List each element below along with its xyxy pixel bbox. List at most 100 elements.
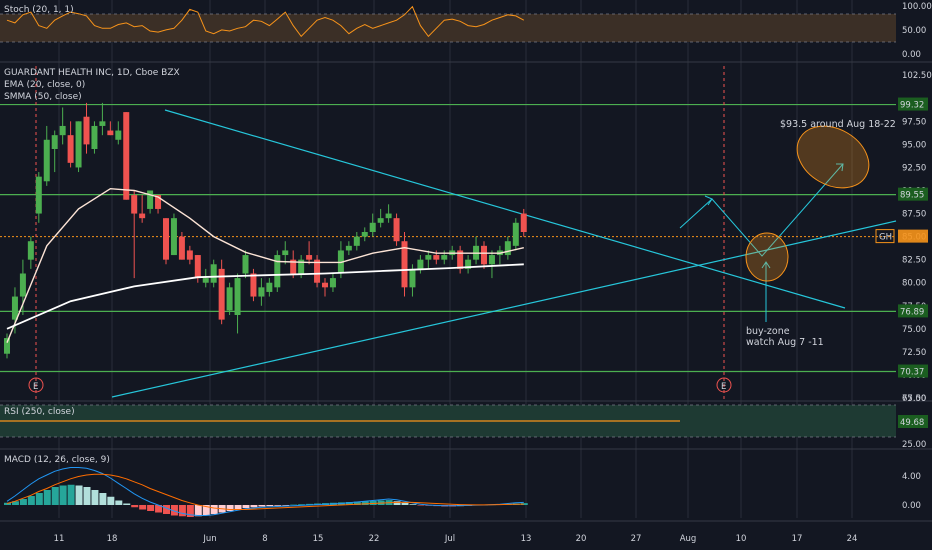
candle-body xyxy=(107,130,114,136)
candle-body xyxy=(345,245,352,251)
macd-bar xyxy=(27,496,35,505)
macd-bar xyxy=(186,505,194,517)
projection-path xyxy=(679,163,844,257)
x-tick-label: 18 xyxy=(107,534,118,544)
candle-body xyxy=(258,287,265,297)
macd-bar xyxy=(258,505,266,507)
macd-bar xyxy=(353,501,361,505)
candle-body xyxy=(441,255,448,260)
symbol-badge xyxy=(875,229,895,244)
candle-body xyxy=(298,259,305,274)
price-tick: 95.00 xyxy=(902,140,926,150)
candle-body xyxy=(465,259,472,269)
x-tick-label: 27 xyxy=(631,534,642,544)
macd-bar xyxy=(369,500,377,505)
macd-bar xyxy=(226,505,234,511)
candle-body xyxy=(274,255,281,288)
candle-body xyxy=(91,125,98,149)
macd-bar xyxy=(170,505,178,516)
candle-body xyxy=(139,213,146,219)
macd-bar xyxy=(409,504,417,505)
x-tick-label: 20 xyxy=(576,534,587,544)
macd-tick-high: 4.00 xyxy=(902,472,921,482)
rsi-value-label: 49.68 xyxy=(900,418,924,428)
level-label: 76.89 xyxy=(900,307,924,317)
macd-bar xyxy=(298,504,306,505)
candle-body xyxy=(425,255,432,260)
candle-body xyxy=(282,250,289,256)
macd-bar xyxy=(306,503,314,505)
candle-body xyxy=(27,241,34,260)
macd-bar xyxy=(107,496,115,505)
macd-bar xyxy=(11,501,19,505)
level-badge xyxy=(898,304,928,318)
candle-body xyxy=(19,273,26,297)
earnings-marker-1-label: E xyxy=(33,382,38,392)
x-tick-label: 15 xyxy=(313,534,324,544)
macd-bar xyxy=(194,505,202,517)
macd-bar xyxy=(266,505,274,507)
current-price-badge xyxy=(898,229,928,243)
stoch-tick: 100.00 xyxy=(902,2,932,12)
macd-bar xyxy=(250,505,258,508)
x-tick-label: 11 xyxy=(54,534,65,544)
macd-bar xyxy=(393,501,401,505)
candle-body xyxy=(226,287,233,311)
buyzone-arrowhead xyxy=(761,261,771,269)
macd-bar xyxy=(234,505,242,510)
candle-body xyxy=(75,121,82,168)
x-tick-label: Jun xyxy=(202,534,216,544)
candle-body xyxy=(4,338,10,354)
level-badge xyxy=(898,187,928,201)
candle-body xyxy=(481,245,487,265)
candle-body xyxy=(35,176,42,214)
macd-bar xyxy=(59,485,67,505)
x-tick-label: 22 xyxy=(369,534,380,544)
rsi-tick-low: 25.00 xyxy=(902,440,926,450)
earnings-marker-2-circle xyxy=(716,377,732,393)
candle-body xyxy=(409,268,416,288)
candle-body xyxy=(59,125,66,136)
level-badge xyxy=(898,364,928,378)
candle-body xyxy=(306,255,313,260)
smma-legend: SMMA (50, close) xyxy=(4,92,82,102)
macd-signal-line xyxy=(6,473,524,510)
stoch-tick: 50.00 xyxy=(902,26,926,36)
price-tick: 102.50 xyxy=(902,71,932,81)
candle-body xyxy=(202,278,209,283)
price-tick: 75.00 xyxy=(902,325,926,335)
macd-bar xyxy=(35,493,43,505)
candle-body xyxy=(194,255,201,279)
x-tick-label: 24 xyxy=(847,534,858,544)
candle-body xyxy=(322,282,328,288)
price-tick: 67.50 xyxy=(902,394,926,404)
candle-body xyxy=(361,232,368,237)
candle-body xyxy=(250,273,257,297)
candle-body xyxy=(433,255,440,260)
buy-zone-ellipse xyxy=(745,232,789,282)
candle-body xyxy=(417,259,424,269)
stoch-band xyxy=(0,14,896,42)
level-label: 70.37 xyxy=(900,368,924,378)
candle-body xyxy=(51,135,58,149)
projection-arrowhead-2 xyxy=(836,163,844,172)
x-tick-label: 8 xyxy=(262,534,267,544)
macd-bar xyxy=(99,493,107,505)
target-zone-ellipse xyxy=(796,125,870,189)
support-trendline xyxy=(111,220,897,398)
level-label: 89.55 xyxy=(900,191,924,201)
macd-bar xyxy=(210,505,218,514)
candle-body xyxy=(218,268,225,320)
macd-bar xyxy=(75,485,83,505)
macd-bar xyxy=(361,501,369,505)
price-tick: 80.00 xyxy=(902,279,926,289)
candle-body xyxy=(314,259,321,283)
stoch-label: Stoch (20, 1, 1) xyxy=(4,5,74,15)
projection-arrowhead-1 xyxy=(704,195,713,206)
macd-bar xyxy=(345,502,353,505)
stoch-tick: 0.00 xyxy=(902,50,921,60)
candles xyxy=(4,102,527,359)
candle-body xyxy=(67,135,74,163)
